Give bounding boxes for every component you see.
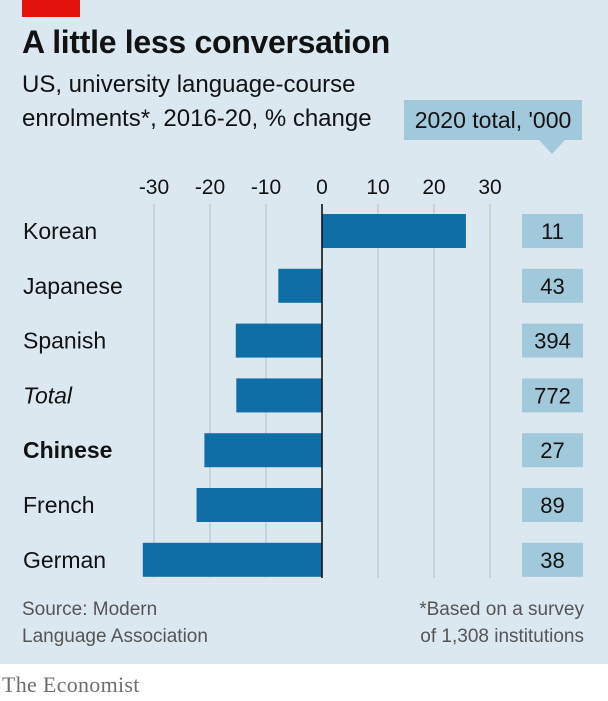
footnote-line-1: *Based on a survey (419, 599, 584, 620)
chart-subtitle-line-1: US, university language-course (22, 71, 356, 98)
total-value-german: 38 (540, 548, 564, 573)
total-box-korean (522, 214, 583, 248)
x-tick-label: -30 (139, 176, 169, 199)
total-value-french: 89 (540, 493, 564, 518)
bar-korean (322, 214, 466, 248)
totals-column-header: 2020 total, '000 (404, 100, 582, 140)
category-label-spanish: Spanish (23, 328, 106, 354)
total-value-korean: 11 (541, 219, 564, 244)
x-tick-label: -20 (195, 176, 225, 199)
bars (142, 214, 466, 577)
category-label-japanese: Japanese (23, 273, 123, 299)
total-box-spanish (522, 323, 583, 358)
x-tick-labels: -30 -20 -10 0 10 20 30 (139, 176, 502, 199)
totals-header-pointer (539, 140, 565, 154)
x-tick-label: 0 (316, 176, 328, 199)
source-line-2: Language Association (22, 626, 208, 647)
brand-red-tag (22, 0, 80, 17)
economist-logo-text: The Economist (2, 672, 140, 697)
total-value-japanese: 43 (540, 274, 564, 299)
totals-column: 11 43 394 772 27 89 38 (522, 214, 583, 577)
category-label-chinese: Chinese (23, 437, 112, 463)
total-box-french (522, 488, 583, 522)
total-value-chinese: 27 (540, 438, 564, 463)
x-tick-label: 30 (478, 176, 501, 199)
bar-french (196, 488, 322, 522)
category-label-french: French (23, 492, 95, 518)
survey-footnote: *Based on a survey of 1,308 institutions (419, 596, 584, 650)
x-tick-label: 20 (422, 176, 445, 199)
bar-japanese (278, 268, 322, 303)
x-tick-label: -10 (251, 176, 281, 199)
x-tick-label: 10 (366, 176, 389, 199)
category-labels: Korean Japanese Spanish Total Chinese French G… (23, 218, 123, 573)
category-label-total: Total (23, 382, 73, 408)
bar-total (236, 378, 322, 413)
chart-subtitle-line-2: enrolments*, 2016-20, % change (22, 105, 372, 132)
category-label-german: German (23, 547, 106, 573)
total-box-total (522, 378, 583, 413)
total-box-chinese (522, 433, 583, 468)
total-value-spanish: 394 (534, 329, 571, 354)
chart-title: A little less conversation (22, 24, 391, 60)
bar-german (142, 542, 322, 577)
category-label-korean: Korean (23, 218, 97, 244)
bar-chinese (204, 433, 322, 468)
source-line-1: Source: Modern (22, 599, 158, 620)
bar-spanish (235, 323, 322, 358)
chart-panel: A little less conversation US, universit… (0, 0, 608, 664)
bar-chart: -30 -20 -10 0 10 20 30 Korean Japanese Spanish To… (23, 176, 583, 578)
total-box-japanese (522, 268, 583, 303)
total-box-german (522, 542, 583, 577)
footnote-line-2: of 1,308 institutions (420, 626, 584, 647)
total-value-total: 772 (534, 383, 571, 408)
source-note: Source: Modern Language Association (22, 596, 208, 650)
